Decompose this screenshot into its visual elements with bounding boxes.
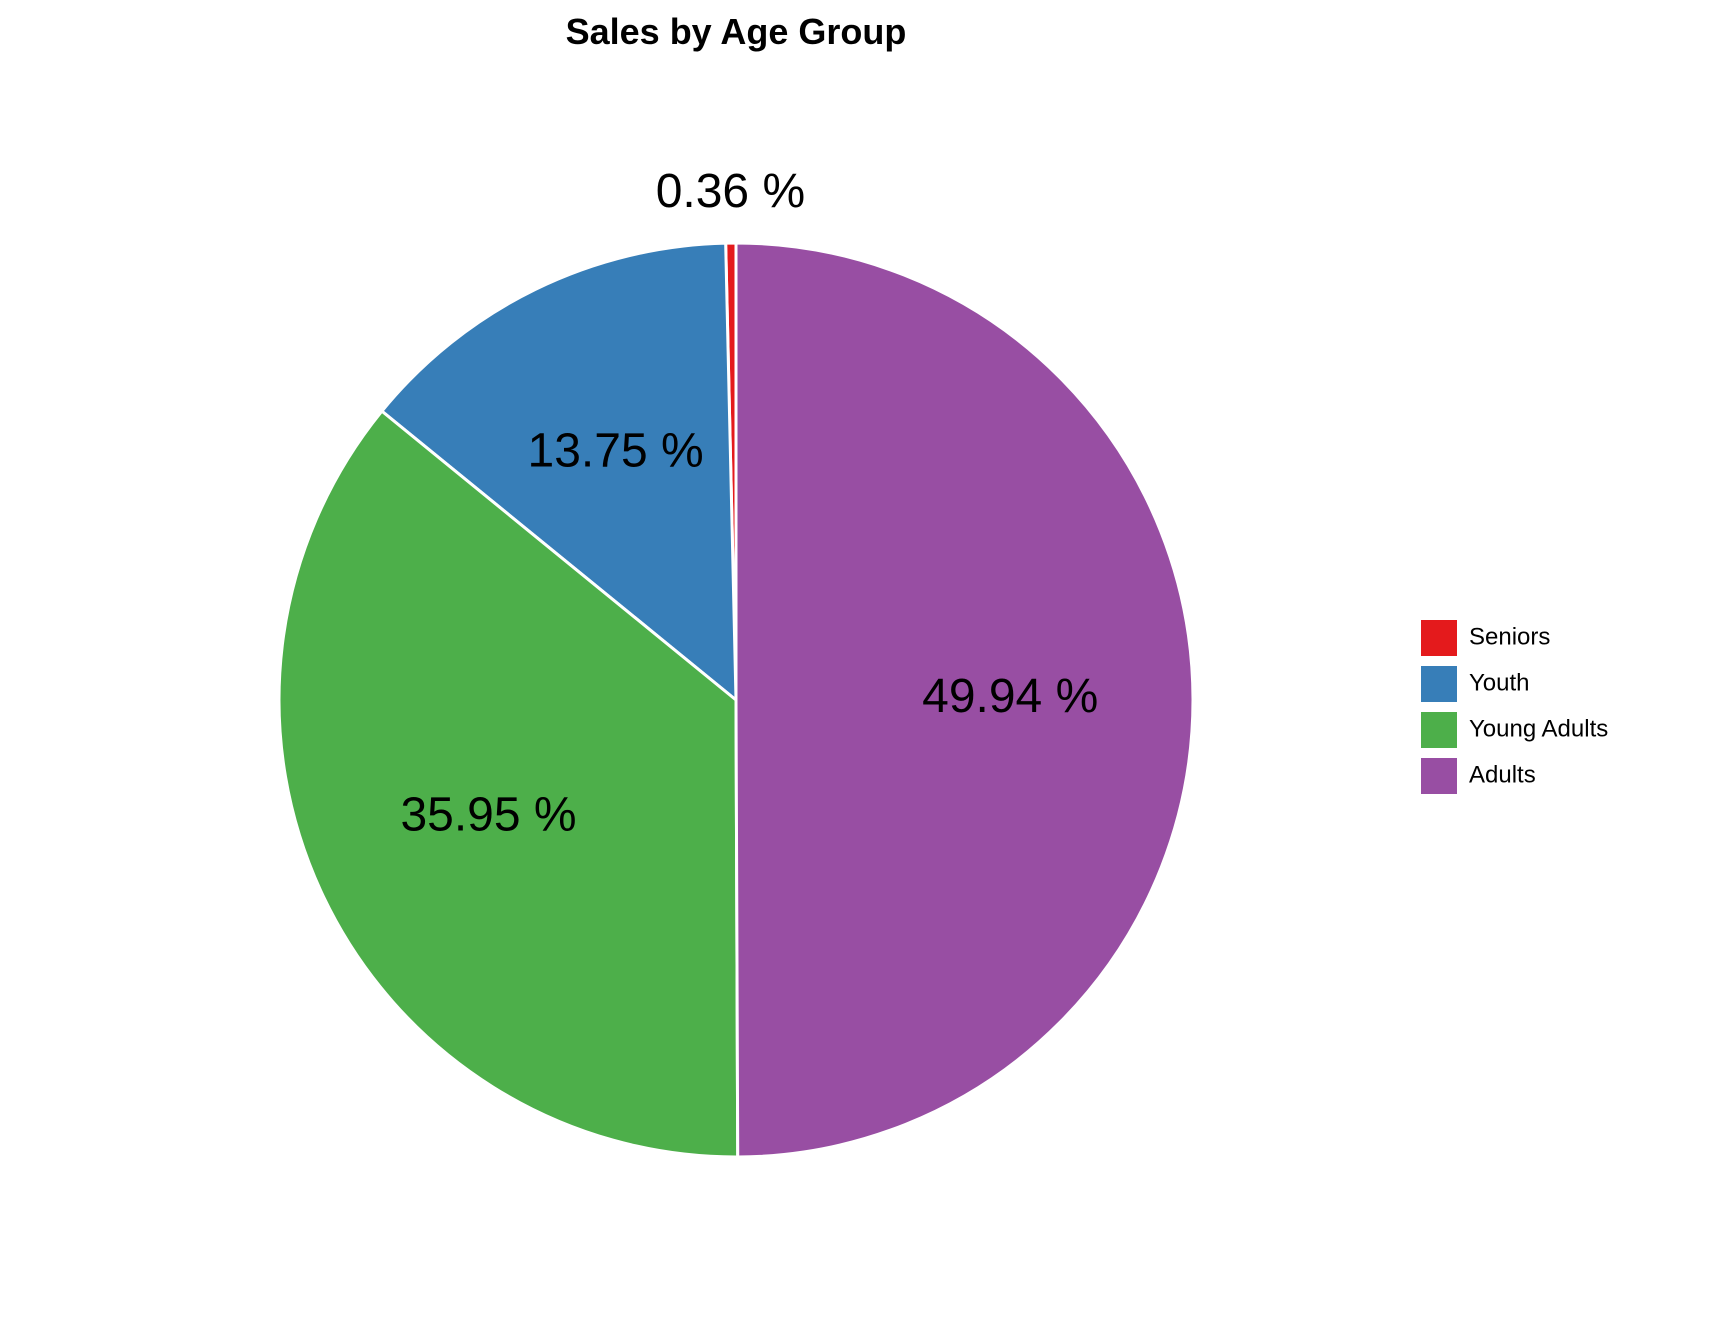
legend-label-youth: Youth: [1469, 669, 1530, 696]
slice-label-youth: 13.75 %: [528, 424, 704, 477]
slice-label-adults: 49.94 %: [922, 670, 1098, 723]
slice-label-young-adults: 35.95 %: [400, 789, 576, 842]
legend-item-adults: Adults: [1421, 758, 1536, 794]
legend-label-adults: Adults: [1469, 761, 1536, 788]
pie-labels: 0.36 % 13.75 % 35.95 % 49.94 %: [400, 165, 1098, 842]
legend-swatch-young-adults: [1421, 712, 1457, 748]
legend-item-seniors: Seniors: [1421, 620, 1550, 656]
pie-slice-young-adults: [277, 409, 740, 1159]
legend-swatch-seniors: [1421, 620, 1457, 656]
legend: Seniors Youth Young Adults Adults: [1421, 620, 1608, 794]
slice-label-seniors: 0.36 %: [656, 165, 805, 218]
legend-item-youth: Youth: [1421, 666, 1530, 702]
legend-label-young-adults: Young Adults: [1469, 715, 1608, 742]
legend-label-seniors: Seniors: [1469, 623, 1550, 650]
legend-item-young-adults: Young Adults: [1421, 712, 1608, 748]
pie-slice-youth: [380, 241, 738, 702]
pie-slice-adults: [734, 241, 1196, 1159]
pie-slices: [277, 241, 1196, 1159]
legend-swatch-youth: [1421, 666, 1457, 702]
legend-swatch-adults: [1421, 758, 1457, 794]
chart-title: Sales by Age Group: [566, 11, 907, 52]
